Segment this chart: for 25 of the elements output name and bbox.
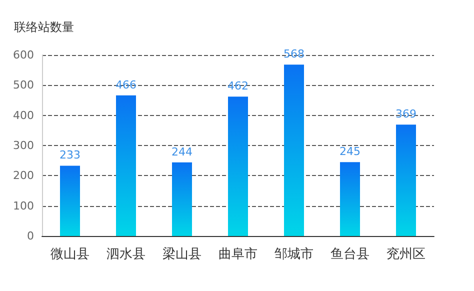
x-tick-label: 微山县 — [50, 247, 90, 262]
bar — [396, 124, 416, 236]
bar — [116, 95, 136, 236]
data-label: 245 — [340, 145, 360, 158]
x-tick-label: 邹城市 — [274, 247, 314, 262]
y-tick-label: 500 — [13, 78, 34, 92]
y-tick-label: 300 — [13, 139, 34, 152]
bar — [284, 64, 304, 236]
x-tick-label: 鱼台县 — [330, 247, 370, 262]
x-tick-label: 曲阜市 — [218, 247, 258, 262]
bar — [340, 162, 360, 236]
bar — [228, 96, 248, 236]
y-axis-title: 联络站数量 — [14, 20, 74, 34]
data-label: 244 — [172, 145, 192, 158]
y-tick-label: 600 — [13, 48, 34, 62]
y-tick-label: 100 — [13, 199, 34, 212]
x-tick-label: 梁山县 — [162, 246, 202, 262]
data-label: 233 — [60, 148, 80, 162]
x-tick-label: 泗水县 — [106, 247, 146, 262]
y-tick-label: 0 — [27, 230, 34, 242]
bar — [172, 162, 192, 236]
y-tick-label: 200 — [13, 169, 34, 182]
y-tick-label: 400 — [13, 108, 34, 122]
bar — [60, 166, 80, 236]
x-tick-label: 兖州区 — [386, 246, 426, 262]
